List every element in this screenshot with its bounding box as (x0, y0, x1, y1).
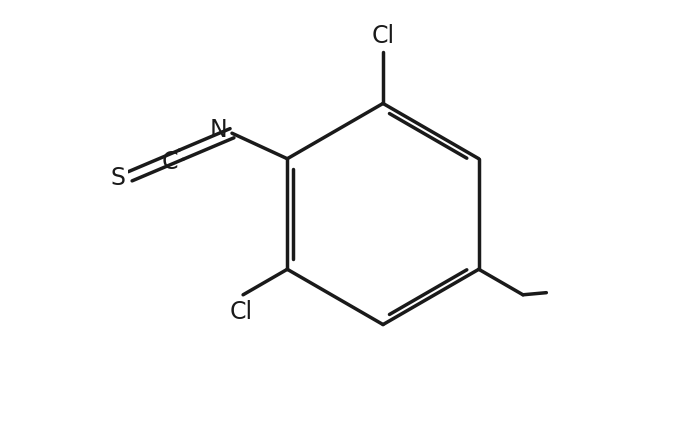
Text: C: C (161, 150, 178, 174)
Text: S: S (110, 166, 125, 190)
Text: Cl: Cl (371, 24, 394, 48)
Text: Cl: Cl (229, 300, 253, 324)
Text: N: N (209, 118, 227, 142)
